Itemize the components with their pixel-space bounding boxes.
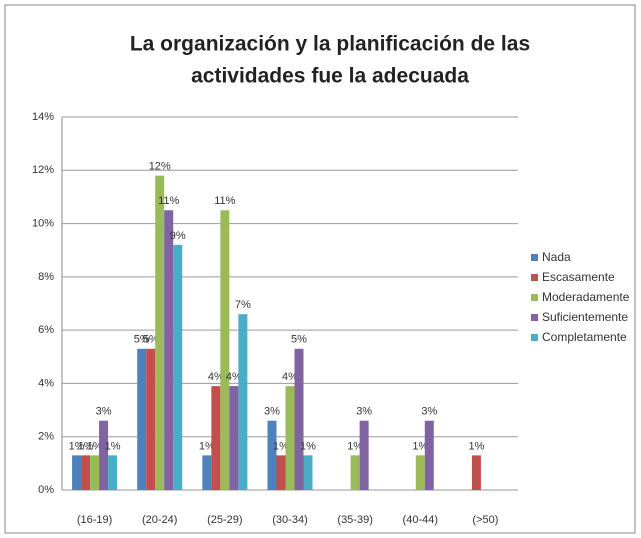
bar [229, 386, 239, 490]
x-tick-label: (40-44) [403, 514, 438, 526]
data-label: 1% [412, 440, 428, 452]
bar [471, 455, 481, 490]
bar [173, 244, 183, 490]
bar [108, 455, 118, 490]
x-tick-label: (16-19) [77, 514, 112, 526]
data-label: 1% [199, 440, 215, 452]
bar [72, 455, 82, 490]
data-label: 11% [158, 195, 179, 207]
data-label: 3% [356, 406, 372, 418]
bar [303, 455, 313, 490]
y-tick-label: 0% [38, 484, 54, 496]
legend-text: Moderadamente [542, 290, 630, 304]
x-tick-label: (30-34) [272, 514, 307, 526]
data-label: 1% [273, 440, 289, 452]
bar [202, 455, 212, 490]
legend-text: Escasamente [542, 270, 615, 284]
bar [164, 210, 174, 490]
x-tick-label: (25-29) [207, 514, 242, 526]
data-label: 11% [214, 195, 235, 207]
bar [267, 420, 277, 490]
bar [155, 175, 165, 490]
data-label: 1% [468, 440, 484, 452]
bar [415, 455, 425, 490]
bar [285, 386, 295, 490]
bar [211, 386, 221, 490]
data-label: 1% [69, 440, 85, 452]
data-label: 12% [149, 161, 171, 173]
x-tick-label: (>50) [472, 514, 498, 526]
data-label: 4% [226, 371, 242, 383]
bar [146, 348, 156, 490]
data-label: 4% [208, 371, 224, 383]
legend-text: Completamente [542, 330, 627, 344]
chart-title: actividades fue la adecuada [191, 65, 469, 88]
bar [99, 420, 109, 490]
data-label: 4% [282, 371, 298, 383]
data-label: 1% [105, 440, 121, 452]
data-label: 5% [134, 334, 150, 346]
x-tick-label: (35-39) [337, 514, 372, 526]
legend-swatch [531, 294, 538, 301]
legend-swatch [531, 254, 538, 261]
bar [294, 348, 304, 490]
data-label: 7% [235, 299, 251, 311]
bar [276, 455, 286, 490]
bar [238, 314, 248, 490]
data-label: 1% [300, 440, 316, 452]
y-tick-label: 14% [32, 111, 54, 123]
bar [90, 455, 100, 490]
y-tick-label: 12% [32, 164, 54, 176]
data-label: 5% [143, 334, 159, 346]
legend-swatch [531, 274, 538, 281]
data-label: 5% [291, 334, 307, 346]
bar [350, 455, 360, 490]
chart-title: La organización y la planificación de la… [130, 33, 530, 56]
data-label: 3% [421, 406, 437, 418]
data-label: 3% [96, 406, 112, 418]
data-label: 9% [170, 230, 186, 242]
data-label: 3% [264, 406, 280, 418]
bar [359, 420, 369, 490]
legend-text: Nada [542, 250, 571, 264]
y-tick-label: 2% [38, 431, 54, 443]
data-label: 1% [347, 440, 363, 452]
y-tick-label: 6% [38, 324, 54, 336]
y-tick-label: 4% [38, 377, 54, 389]
bar [81, 455, 91, 490]
bar [424, 420, 434, 490]
bar [220, 210, 230, 490]
data-label: 1% [87, 440, 103, 452]
data-label: 1% [78, 440, 94, 452]
legend-swatch [531, 314, 538, 321]
bar [137, 348, 147, 490]
legend-swatch [531, 334, 538, 341]
chart-frame [4, 4, 636, 534]
legend-text: Suficientemente [542, 310, 628, 324]
y-tick-label: 8% [38, 271, 54, 283]
y-tick-label: 10% [32, 217, 54, 229]
x-tick-label: (20-24) [142, 514, 177, 526]
